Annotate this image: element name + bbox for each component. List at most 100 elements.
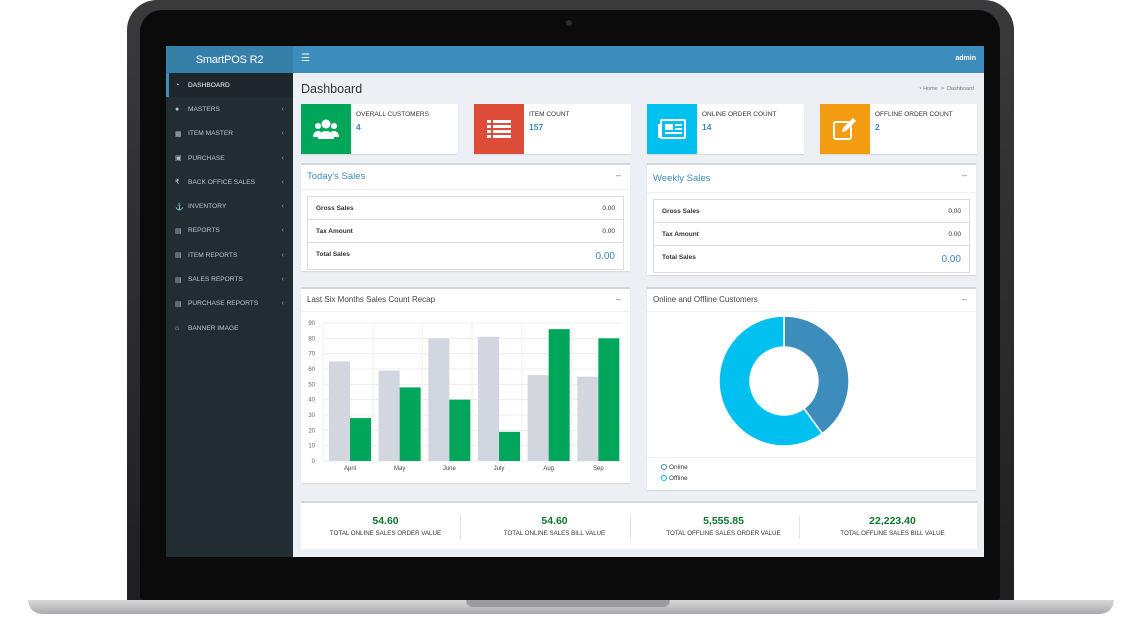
sidebar-item-label: DASHBOARD	[188, 81, 230, 89]
total-value: 54.60	[372, 515, 399, 527]
main-content: Dashboard ◔ Home > Dashboard OVERALL CUS…	[293, 73, 984, 557]
totals-bar: 54.60 TOTAL ONLINE SALES ORDER VALUE 54.…	[301, 501, 977, 549]
bar[interactable]	[527, 375, 549, 461]
hamburger-icon[interactable]: ☰	[301, 53, 310, 64]
breadcrumb-separator: >	[939, 86, 946, 92]
users-icon	[301, 104, 351, 154]
box-title: Online and Offline Customers	[653, 295, 758, 304]
sidebar-item-item-reports[interactable]: ▤ ITEM REPORTS ‹	[166, 243, 293, 267]
divider	[647, 311, 976, 312]
user-menu[interactable]: admin	[955, 55, 976, 62]
file-icon: ▤	[175, 252, 182, 260]
info-box-value: 14	[702, 122, 712, 132]
bar[interactable]	[350, 418, 371, 461]
bar[interactable]	[399, 387, 421, 461]
row-label: Total Sales	[662, 254, 696, 261]
bar[interactable]	[548, 329, 570, 461]
row-value: 0.00	[948, 208, 961, 215]
chevron-left-icon: ‹	[281, 178, 284, 186]
camera-icon	[566, 20, 572, 26]
donut-slice[interactable]	[718, 315, 824, 447]
divider	[301, 189, 630, 190]
sales-recap-box: Last Six Months Sales Count Recap – 0 10 2…	[301, 287, 630, 483]
minimize-icon[interactable]: –	[615, 294, 621, 304]
row-label: Tax Amount	[662, 231, 699, 238]
info-box-label: ITEM COUNT	[529, 111, 570, 118]
row-label: Gross Sales	[316, 205, 354, 212]
box-title: Last Six Months Sales Count Recap	[307, 295, 436, 304]
total-value: 5,555.85	[703, 515, 744, 527]
info-box-overall-customers[interactable]: OVERALL CUSTOMERS 4	[301, 104, 458, 154]
dashboard-icon: ◔	[918, 86, 922, 92]
divider	[647, 192, 976, 193]
row-label: Total Sales	[316, 251, 350, 258]
laptop-base	[28, 600, 1114, 614]
sidebar-item-purchase-reports[interactable]: ▤ PURCHASE REPORTS ‹	[166, 292, 293, 316]
bar[interactable]	[428, 338, 450, 461]
y-tick-label: 60	[308, 367, 315, 373]
chevron-left-icon: ‹	[281, 105, 284, 113]
bar[interactable]	[577, 376, 599, 461]
total-label: TOTAL OFFLINE SALES ORDER VALUE	[666, 530, 781, 537]
sidebar-item-purchase[interactable]: ▣ PURCHASE ‹	[166, 146, 293, 170]
info-box-offline-order-count[interactable]: OFFLINE ORDER COUNT 2	[820, 104, 977, 154]
legend-dot	[661, 464, 667, 470]
bar[interactable]	[378, 370, 400, 461]
bar[interactable]	[449, 399, 471, 461]
minimize-icon[interactable]: –	[615, 170, 621, 180]
info-box-label: OVERALL CUSTOMERS	[356, 111, 429, 118]
breadcrumb-home[interactable]: Home	[923, 86, 938, 92]
globe-icon: ●	[175, 105, 180, 113]
info-box-item-count[interactable]: ITEM COUNT 157	[474, 104, 631, 154]
info-box-label: OFFLINE ORDER COUNT	[875, 111, 953, 118]
bar[interactable]	[598, 338, 620, 461]
cart-icon: ▣	[175, 155, 182, 163]
sidebar-item-label: BANNER IMAGE	[188, 324, 239, 332]
donut-slice[interactable]	[783, 315, 850, 435]
sidebar-item-label: PURCHASE REPORTS	[188, 300, 259, 308]
y-tick-label: 10	[308, 444, 315, 450]
brand-logo[interactable]: SmartPOS R2	[166, 46, 293, 73]
y-tick-label: 50	[308, 382, 315, 388]
sidebar-item-reports[interactable]: ▤ REPORTS ‹	[166, 219, 293, 243]
info-box-value: 4	[356, 122, 361, 132]
newspaper-icon	[647, 104, 697, 154]
table-row: Total Sales 0.00	[654, 246, 969, 272]
minimize-icon[interactable]: –	[961, 170, 967, 180]
legend-dot	[661, 475, 667, 481]
sidebar-item-inventory[interactable]: ⚓ INVENTORY ‹	[166, 194, 293, 218]
total-label: TOTAL ONLINE SALES ORDER VALUE	[329, 530, 442, 537]
sidebar-item-sales-reports[interactable]: ▤ SALES REPORTS ‹	[166, 267, 293, 291]
chevron-left-icon: ‹	[281, 300, 284, 308]
bar[interactable]	[478, 336, 499, 461]
minimize-icon[interactable]: –	[961, 294, 967, 304]
divider	[460, 515, 461, 539]
file-icon: ▤	[175, 276, 182, 284]
total-value: 54.60	[541, 515, 568, 527]
todays-sales-box: Today's Sales – Gross Sales 0.00 Tax Amo…	[301, 163, 630, 271]
sidebar-item-item-master[interactable]: ▦ ITEM MASTER ‹	[166, 122, 293, 146]
table-row: Gross Sales 0.00	[308, 197, 623, 220]
info-box-online-order-count[interactable]: ONLINE ORDER COUNT 14	[647, 104, 804, 154]
weekly-sales-box: Weekly Sales – Gross Sales 0.00 Tax Amou…	[647, 163, 976, 275]
row-value: 0.00	[948, 231, 961, 238]
sidebar-item-dashboard[interactable]: ◔ DASHBOARD	[166, 73, 293, 98]
sidebar-item-label: BACK OFFICE SALES	[188, 178, 256, 186]
sidebar-item-masters[interactable]: ● MASTERS ‹	[166, 97, 293, 121]
bar[interactable]	[329, 361, 350, 461]
chevron-left-icon: ‹	[281, 203, 284, 211]
sidebar-item-back-office-sales[interactable]: ₹ BACK OFFICE SALES ‹	[166, 170, 293, 194]
top-navbar: ☰ admin	[293, 46, 984, 73]
customers-box: Online and Offline Customers – Online Of…	[647, 287, 976, 490]
bar-chart: 0 10 20 30 40 50 60 70 80 90 April May June July Aug Se…	[308, 321, 621, 472]
sidebar-item-label: MASTERS	[188, 105, 220, 113]
sidebar-item-label: INVENTORY	[188, 203, 227, 211]
edit-icon	[820, 104, 870, 154]
sidebar-item-banner-image[interactable]: ⌂ BANNER IMAGE	[166, 316, 293, 340]
total-value: 22,223.40	[869, 515, 916, 527]
table-row: Total Sales 0.00	[308, 243, 623, 269]
sidebar-item-label: PURCHASE	[188, 154, 225, 162]
row-label: Gross Sales	[662, 208, 700, 215]
bar[interactable]	[499, 431, 520, 461]
total-offline-bill-value: 22,223.40 TOTAL OFFLINE SALES BILL VALUE	[808, 503, 977, 551]
